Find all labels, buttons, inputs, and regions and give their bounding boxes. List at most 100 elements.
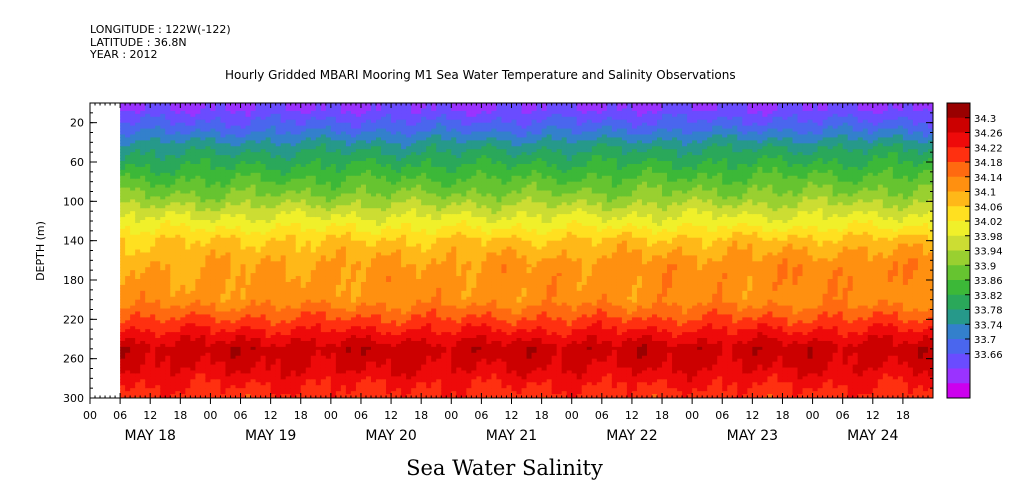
heatmap-cell [250, 249, 257, 254]
heatmap-cell [170, 293, 176, 298]
heatmap-cell [140, 346, 146, 351]
heatmap-cell [175, 320, 181, 324]
heatmap-cell [125, 116, 131, 121]
heatmap-cell [230, 246, 237, 251]
heatmap-cell [165, 373, 171, 377]
heatmap-cell [250, 125, 257, 130]
heatmap-cell [240, 252, 247, 257]
heatmap-cell [145, 172, 151, 177]
heatmap-cell [195, 125, 201, 130]
heatmap-cell [130, 296, 136, 301]
heatmap-cell [200, 391, 207, 395]
heatmap-cell [140, 317, 146, 321]
heatmap-cell [175, 122, 181, 127]
heatmap-cell [250, 225, 257, 230]
heatmap-cell [160, 358, 166, 363]
heatmap-cell [240, 155, 247, 159]
heatmap-cell [135, 155, 141, 159]
heatmap-cell [265, 382, 272, 386]
heatmap-cell [130, 243, 136, 248]
heatmap-cell [120, 128, 126, 133]
heatmap-cell [190, 220, 196, 224]
heatmap-cell [270, 181, 277, 186]
heatmap-cell [250, 267, 257, 271]
heatmap-cell [185, 146, 191, 150]
heatmap-cell [170, 249, 176, 254]
heatmap-cell [255, 352, 262, 357]
heatmap-cell [195, 258, 201, 262]
heatmap-cell [150, 202, 156, 206]
heatmap-cell [180, 252, 186, 257]
heatmap-cell [230, 358, 237, 363]
heatmap-cell [160, 308, 166, 313]
heatmap-cell [250, 385, 257, 389]
heatmap-cell [135, 276, 141, 280]
heatmap-cell [145, 267, 151, 271]
heatmap-cell [125, 211, 131, 215]
heatmap-cell [210, 388, 217, 392]
heatmap-cell [215, 290, 222, 295]
heatmap-cell [155, 388, 161, 392]
heatmap-cell [240, 134, 247, 139]
heatmap-cell [235, 332, 242, 336]
heatmap-cell [140, 217, 146, 221]
heatmap-cell [240, 376, 247, 380]
heatmap-cell [130, 305, 136, 310]
heatmap-cell [195, 152, 201, 156]
heatmap-cell [210, 181, 217, 186]
heatmap-cell [150, 302, 156, 307]
heatmap-cell [235, 143, 242, 147]
heatmap-cell [205, 199, 212, 203]
heatmap-cell [220, 267, 227, 271]
heatmap-cell [265, 255, 272, 259]
heatmap-cell [245, 343, 252, 348]
heatmap-cell [230, 340, 237, 345]
heatmap-cell [190, 187, 196, 192]
heatmap-cell [195, 311, 201, 316]
heatmap-cell [165, 267, 171, 271]
heatmap-cell [270, 128, 277, 133]
heatmap-cell [225, 246, 232, 251]
heatmap-cell [215, 296, 222, 301]
heatmap-cell [230, 181, 237, 186]
heatmap-cell [175, 110, 181, 115]
heatmap-cell [235, 196, 242, 200]
heatmap-cell [140, 246, 146, 251]
heatmap-cell [235, 340, 242, 345]
heatmap-cell [130, 231, 136, 236]
heatmap-cell [130, 116, 136, 121]
heatmap-cell [125, 290, 131, 295]
heatmap-cell [230, 217, 237, 221]
heatmap-cell [220, 146, 227, 150]
heatmap-cell [255, 349, 262, 354]
heatmap-cell [145, 314, 151, 318]
heatmap-cell [125, 394, 131, 398]
heatmap-cell [120, 184, 126, 189]
heatmap-cell [180, 373, 186, 377]
heatmap-cell [200, 332, 207, 336]
heatmap-cell [215, 199, 222, 203]
heatmap-cell [120, 394, 126, 398]
heatmap-cell [205, 394, 212, 398]
heatmap-cell [125, 225, 131, 230]
heatmap-cell [175, 332, 181, 336]
heatmap-cell [220, 128, 227, 133]
heatmap-cell [250, 279, 257, 283]
heatmap-cell [260, 349, 267, 354]
heatmap-cell [245, 290, 252, 295]
heatmap-cell [185, 367, 191, 372]
heatmap-cell [135, 137, 141, 141]
heatmap-cell [185, 264, 191, 268]
heatmap-cell [145, 281, 151, 286]
heatmap-cell [210, 137, 217, 141]
heatmap-cell [205, 161, 212, 165]
heatmap-cell [150, 296, 156, 301]
heatmap-cell [190, 287, 196, 292]
heatmap-cell [210, 172, 217, 177]
heatmap-cell [125, 326, 131, 330]
heatmap-cell [130, 214, 136, 218]
heatmap-cell [135, 385, 141, 389]
heatmap-cell [240, 382, 247, 386]
heatmap-cell [260, 305, 267, 310]
heatmap-cell [125, 220, 131, 224]
